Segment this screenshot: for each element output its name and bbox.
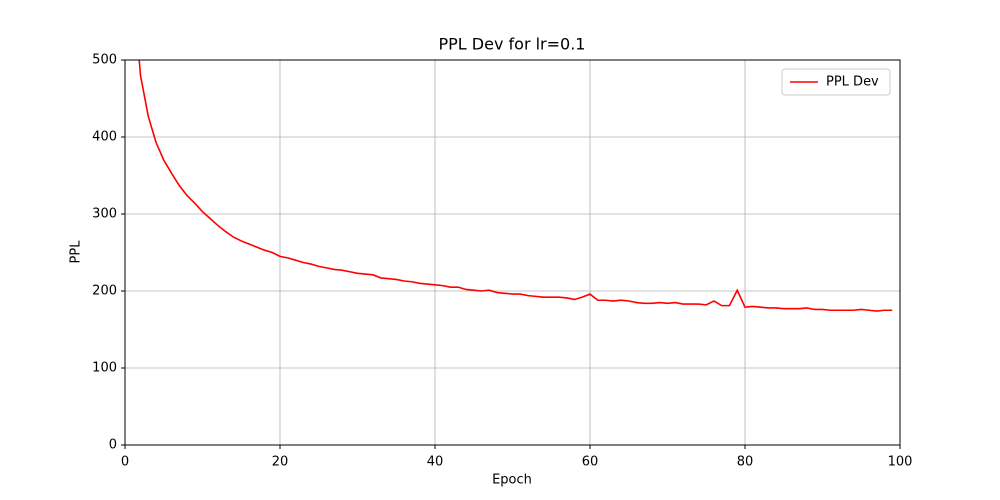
x-tick-label: 60	[582, 455, 599, 470]
plot-area	[138, 60, 893, 312]
legend-box	[781, 68, 891, 96]
y-axis-label: PPL	[69, 240, 84, 264]
y-tick-label: 300	[92, 207, 117, 222]
x-tick-label: 80	[737, 455, 754, 470]
x-axis-label: Epoch	[492, 473, 532, 488]
y-tick-label: 200	[92, 284, 117, 299]
y-tick-label: 100	[92, 361, 117, 376]
y-tick-label: 500	[92, 53, 117, 68]
x-tick-label: 0	[121, 455, 129, 470]
x-tick-label: 100	[888, 455, 913, 470]
chart-title: PPL Dev for lr=0.1	[439, 35, 586, 54]
x-tick-label: 40	[427, 455, 444, 470]
line	[138, 60, 893, 312]
x-tick-label: 20	[272, 455, 289, 470]
legend-label: PPL Dev	[826, 75, 879, 90]
y-tick-label: 0	[109, 438, 117, 453]
y-tick-label: 400	[92, 130, 117, 145]
axes-frame	[124, 59, 901, 446]
